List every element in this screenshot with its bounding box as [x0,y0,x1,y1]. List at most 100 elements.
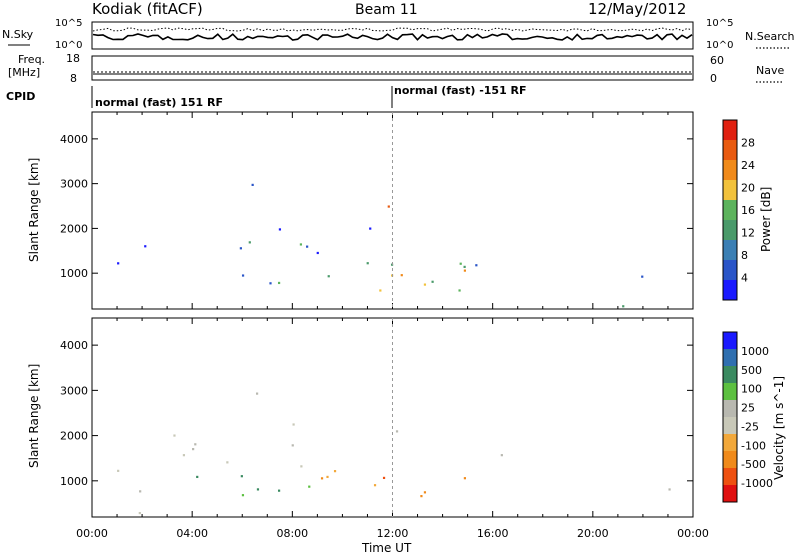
power-cell-26 [475,264,478,267]
velocity-colorbar-swatch-1 [723,349,737,367]
power-cell-6 [463,269,467,272]
velocity-cell-5 [382,476,386,480]
power-cell-2 [400,274,403,277]
power-colorbar-tick-2: 12 [741,227,755,240]
velocity-ytick-label-0: 1000 [60,475,88,488]
velocity-colorbar-tick-5: 100 [741,383,762,396]
count-series [92,27,693,41]
count-panel-frame [91,21,694,50]
power-colorbar-frame [722,119,738,301]
velocity-cell-26 [500,454,503,457]
velocity-colorbar-swatch-8 [723,468,737,486]
velocity-cell-12 [277,489,281,492]
power-cell-11 [327,275,330,278]
velocity-colorbar-tick-3: -25 [741,420,759,433]
velocity-cell-6 [373,484,377,487]
velocity-cell-28 [138,511,141,515]
velocity-cell-23 [255,392,259,395]
power-cell-25 [369,227,372,230]
freq-tick-low: 8 [70,72,77,85]
velocity-colorbar-tick-2: -100 [741,439,766,452]
velocity-cell-20 [192,448,195,451]
power-cell-9 [277,281,281,285]
velocity-cell-19 [182,454,186,457]
x-axis: 00:00 04:00 08:00 12:00 16:00 20:00 00:00 [76,112,709,540]
velocity-ytick-label-2: 3000 [60,384,88,397]
velocity-cell-11 [241,494,245,497]
power-cell-12 [458,289,461,292]
velocity-cell-13 [326,475,329,479]
power-ytick-label-3: 4000 [60,133,88,146]
velocity-colorbar-label: Velocity [m s^-1] [772,376,786,480]
x-tick-label-4: 16:00 [477,527,509,540]
freq-panel-frame [91,55,694,81]
count-left-tick-high: 10^5 [55,18,82,29]
velocity-colorbar-tick-1: -500 [741,458,766,471]
velocity-colorbar-tick-7: 1000 [741,345,769,358]
freq-label-1: Freq. [18,53,45,66]
count-left-tick-low: 10^0 [55,40,82,51]
power-cell-16 [299,243,303,246]
velocity-cell-4 [423,491,427,494]
power-colorbar-swatch-7 [723,260,737,281]
power-colorbar-swatch-1 [723,140,737,161]
velocity-ylabel: Slant Range [km] [27,364,41,468]
velocity-ytick-label-3: 4000 [60,339,88,352]
velocity-colorbar-tick-6: 500 [741,364,762,377]
velocity-cell-15 [308,485,311,488]
power-colorbar-swatch-2 [723,160,737,181]
velocity-cell-7 [420,495,423,498]
velocity-cell-9 [333,470,337,473]
x-tick-label-5: 20:00 [577,527,609,540]
x-tick-label-2: 08:00 [276,527,308,540]
freq-tick-high: 18 [66,52,80,65]
x-tick-label-6: 00:00 [677,527,709,540]
velocity-cell-0 [117,469,120,472]
velocity-cell-27 [668,488,671,491]
x-tick-label-3: 12:00 [377,527,409,540]
count-panel: N.Sky 10^5 10^0 10^5 10^0 N.Search [2,18,795,51]
power-colorbar-swatch-5 [723,220,737,241]
power-cell-27 [641,275,644,278]
power-cell-5 [463,265,466,268]
power-cell-19 [239,247,242,250]
power-colorbar-tick-5: 24 [741,159,755,172]
power-cell-23 [251,183,254,186]
power-colorbar-label: Power [dB] [759,187,773,252]
count-right-tick-low: 10^0 [706,40,733,51]
velocity-axes: 1000 2000 3000 4000 [60,318,694,517]
power-cell-3 [423,283,427,286]
power-cell-24 [387,205,390,208]
power-colorbar: 4 8 12 16 20 24 28 [722,119,755,301]
power-cell-21 [144,245,147,248]
date-title: 12/May/2012 [588,0,687,18]
power-cell-0 [117,262,120,265]
power-cell-22 [316,251,319,255]
power-ytick-label-2: 3000 [60,178,88,191]
cpid-label: CPID [6,90,35,103]
velocity-colorbar-swatch-2 [723,366,737,384]
power-colorbar-swatch-6 [723,240,737,261]
power-cell-4 [379,289,382,292]
power-colorbar-tick-0: 4 [741,272,748,285]
power-ytick-label-0: 1000 [60,267,88,280]
power-cell-15 [241,274,245,277]
velocity-colorbar-tick-4: 25 [741,402,755,415]
power-cell-14 [269,282,272,285]
power-colorbar-tick-1: 8 [741,249,748,262]
nsearch-series [92,27,693,32]
velocity-colorbar-frame [722,331,738,503]
velocity-cell-14 [139,490,142,493]
velocity-cell-22 [291,444,294,447]
power-cell-17 [248,241,251,244]
power-scatter [117,183,644,308]
power-cell-20 [278,228,282,231]
beam-title: Beam 11 [355,2,418,18]
velocity-colorbar-tick-0: -1000 [741,477,773,490]
power-colorbar-swatch-4 [723,200,737,221]
power-cell-7 [459,262,462,265]
velocity-cell-3 [320,477,324,480]
nave-label: Nave [756,64,784,77]
power-colorbar-swatch-0 [723,120,737,141]
velocity-ytick-label-1: 2000 [60,430,88,443]
